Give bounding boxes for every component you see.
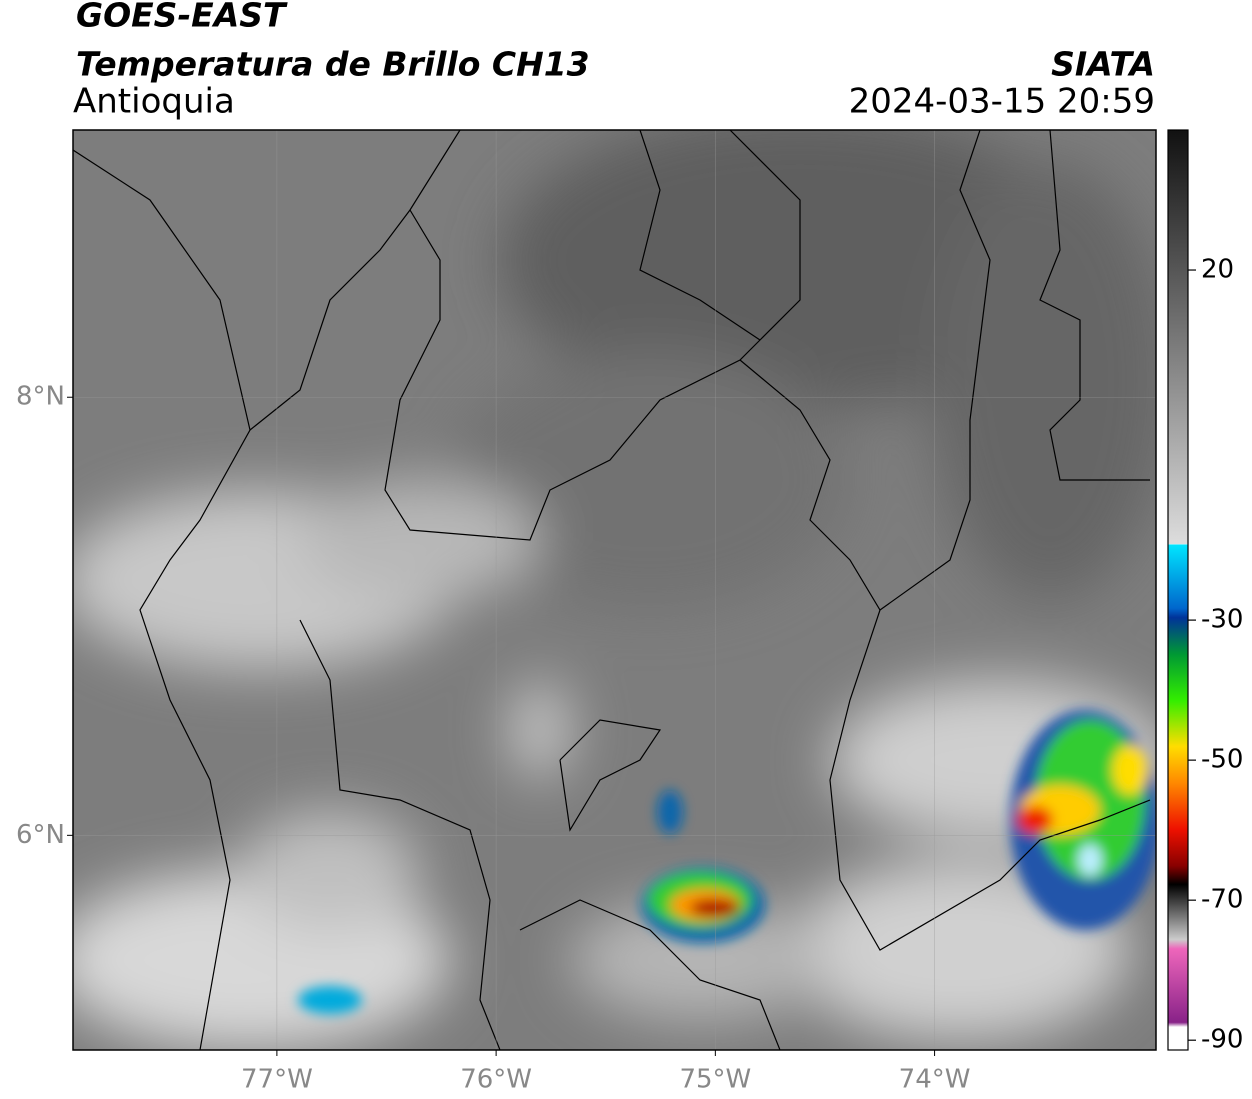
x-tick-label: 74°W (899, 1065, 971, 1095)
satellite-image (73, 130, 1156, 1050)
colorbar-tick-label: -50 (1201, 745, 1243, 775)
colorbar-tick-label: -90 (1201, 1025, 1243, 1055)
colorbar-tick-label: -30 (1201, 605, 1243, 635)
satellite-title: GOES-EAST (76, 0, 288, 35)
y-tick-label: 8°N (16, 382, 65, 412)
x-tick-label: 76°W (460, 1065, 532, 1095)
x-tick-label: 77°W (241, 1065, 313, 1095)
y-tick-label: 6°N (16, 820, 65, 850)
product-title: Temperatura de Brillo CH13 (76, 45, 590, 84)
datetime-label: 2024-03-15 20:59 (849, 82, 1155, 122)
colorbar (1167, 129, 1189, 1051)
x-tick-label: 75°W (679, 1065, 751, 1095)
map-frame (72, 129, 1157, 1051)
grid (73, 130, 1156, 1050)
source-label: SIATA (1051, 45, 1155, 84)
colorbar-tick-label: 20 (1201, 255, 1234, 285)
region-label: Antioquia (73, 82, 235, 122)
colorbar-tick-label: -70 (1201, 885, 1243, 915)
